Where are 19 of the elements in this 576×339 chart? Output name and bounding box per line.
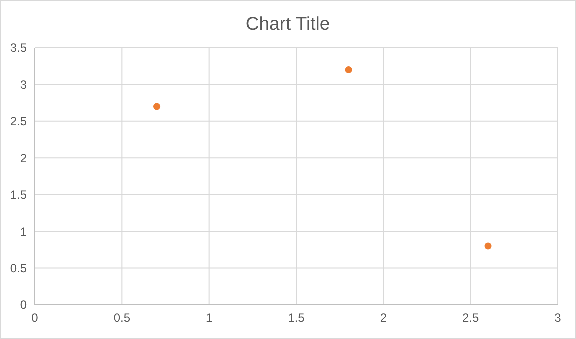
x-tick-label: 3 [554,311,562,325]
x-tick-label: 0 [32,311,39,325]
y-tick-label: 0 [20,298,28,312]
y-tick-label: 0.5 [10,261,28,276]
y-tick-label: 1.5 [10,188,28,202]
x-tick-label: 2 [380,311,388,325]
y-tick-label: 1 [20,224,28,239]
x-tick-label: 2.5 [462,311,480,325]
y-tick-label: 2 [20,151,28,166]
x-tick-label: 1 [206,311,213,325]
y-tick-label: 3 [20,78,28,92]
x-tick-label: 1.5 [288,311,306,325]
chart-title: Chart Title [246,13,330,34]
point [345,66,352,74]
point [484,242,492,250]
point [154,103,161,110]
y-tick-label: 2.5 [10,114,28,129]
y-tick-label: 3.5 [10,41,28,56]
x-tick-label: 0.5 [114,311,131,325]
